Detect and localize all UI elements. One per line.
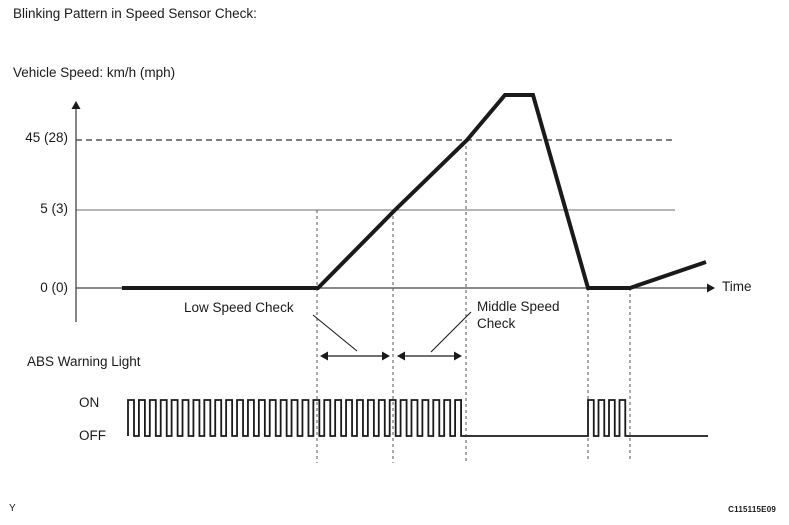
on-state-label: ON <box>79 395 100 410</box>
middle-speed-check-label: Middle Speed Check <box>477 299 560 331</box>
y-tick-45-28: 45 (28) <box>25 130 68 145</box>
page-marker: Y <box>9 503 16 514</box>
abs-warning-light-label: ABS Warning Light <box>27 354 141 369</box>
speed-axis-label: Vehicle Speed: km/h (mph) <box>13 65 176 80</box>
y-tick-5-3: 5 (3) <box>40 201 68 216</box>
diagram-title: Blinking Pattern in Speed Sensor Check: <box>13 6 257 21</box>
off-state-label: OFF <box>79 428 106 443</box>
time-axis-label: Time <box>722 279 752 294</box>
low-speed-check-label: Low Speed Check <box>184 300 294 315</box>
figure-code: C115115E09 <box>728 505 776 514</box>
y-tick-0-0: 0 (0) <box>40 280 68 295</box>
